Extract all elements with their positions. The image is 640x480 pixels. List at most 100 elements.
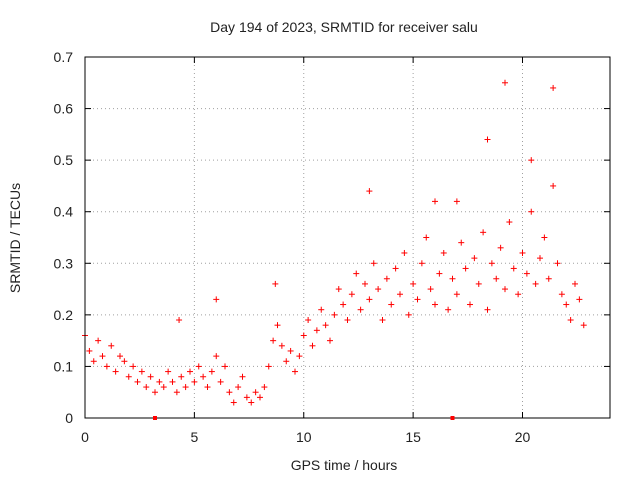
data-point (370, 260, 377, 267)
data-point (453, 291, 460, 298)
data-point (178, 373, 185, 380)
data-point (117, 353, 123, 360)
data-point (195, 363, 202, 370)
data-point (475, 280, 482, 287)
axis-ticks: 0 0.1 0.2 0.3 0.4 0.5 0.6 0.7 0 5 10 15 20 (54, 49, 610, 445)
data-point (493, 275, 500, 282)
data-point (160, 384, 167, 391)
data-point-peak (176, 317, 183, 324)
data-point (572, 280, 578, 287)
data-point (147, 373, 154, 380)
data-point (331, 311, 338, 318)
data-point (208, 368, 215, 375)
data-point (134, 378, 141, 385)
data-point (156, 378, 163, 385)
data-point-peak (528, 157, 535, 164)
data-point (510, 265, 517, 272)
data-point (458, 239, 465, 246)
data-point (296, 353, 303, 360)
data-point (130, 363, 137, 370)
x-tick-label: 5 (190, 429, 198, 445)
data-point (523, 270, 530, 277)
y-tick-label: 0.4 (54, 204, 74, 220)
data-point (327, 337, 333, 344)
data-point (239, 373, 246, 380)
data-point (252, 389, 259, 396)
data-point (103, 363, 110, 370)
data-point (528, 208, 535, 215)
data-point (173, 389, 180, 396)
data-point (152, 389, 158, 396)
data-point (383, 275, 390, 282)
data-point (204, 384, 211, 391)
data-point (423, 234, 430, 241)
data-point (217, 378, 224, 385)
data-points (82, 79, 587, 406)
data-point (313, 327, 320, 334)
data-point-peak (366, 188, 373, 195)
data-point (95, 337, 102, 344)
data-point (99, 353, 106, 360)
x-tick-label: 20 (515, 429, 531, 445)
data-point (506, 219, 513, 226)
data-point (169, 378, 176, 385)
data-point (445, 306, 452, 313)
data-point (200, 373, 207, 380)
data-point-peak (453, 198, 460, 205)
data-point (550, 182, 557, 189)
data-point (340, 301, 347, 308)
data-point (121, 358, 128, 365)
x-tick-label: 0 (81, 429, 89, 445)
data-point (353, 270, 360, 277)
data-point (366, 296, 373, 303)
data-point (401, 249, 408, 256)
y-tick-label: 0 (65, 410, 73, 426)
data-point-peak (432, 198, 438, 205)
data-point (440, 249, 447, 256)
data-point (138, 368, 145, 375)
y-tick-label: 0.1 (54, 358, 74, 374)
y-tick-label: 0.3 (54, 255, 74, 271)
data-point (230, 399, 237, 406)
data-point (283, 358, 290, 365)
x-axis-label: GPS time / hours (291, 457, 398, 473)
data-point (257, 394, 263, 401)
data-point (248, 399, 255, 406)
data-point (300, 332, 307, 339)
data-point (580, 322, 587, 329)
data-point (554, 260, 561, 267)
data-point (309, 342, 316, 349)
data-point (388, 301, 395, 308)
data-point (344, 317, 351, 324)
data-point (449, 275, 456, 282)
y-tick-label: 0.5 (54, 152, 74, 168)
data-point (108, 342, 115, 349)
data-point (362, 280, 368, 287)
data-point (545, 275, 552, 282)
data-point (292, 368, 298, 375)
data-point (278, 342, 285, 349)
data-point (86, 347, 93, 354)
data-point (375, 286, 382, 293)
data-point (427, 286, 434, 293)
data-point (532, 280, 539, 287)
data-point (287, 347, 294, 354)
data-point (222, 363, 228, 370)
data-point (480, 229, 487, 236)
data-point (497, 244, 504, 251)
data-point (265, 363, 272, 370)
data-point-peak (272, 280, 279, 287)
data-point (90, 358, 97, 365)
data-point-peak (502, 79, 508, 86)
data-point (436, 270, 443, 277)
plot-frame (84, 56, 611, 419)
data-point (318, 306, 325, 313)
data-point (558, 291, 565, 298)
axis-marker (153, 416, 157, 420)
y-axis-label: SRMTID / TECUs (7, 183, 23, 293)
data-point (515, 291, 522, 298)
grid-lines (85, 57, 610, 418)
data-point (305, 317, 312, 324)
data-point (348, 291, 355, 298)
